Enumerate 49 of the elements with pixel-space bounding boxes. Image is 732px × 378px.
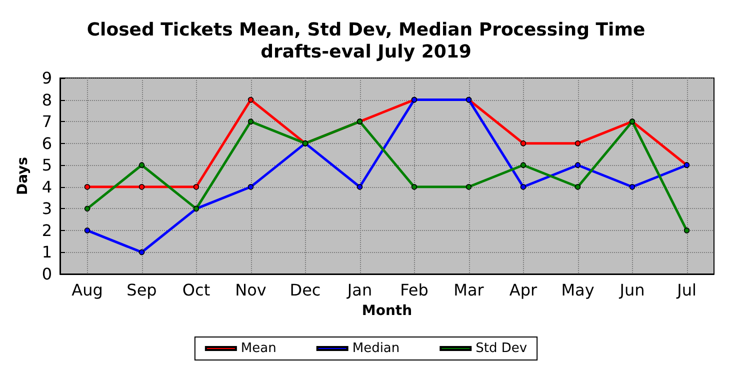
y-tick-label: 8 <box>42 90 52 110</box>
point <box>84 228 90 234</box>
point <box>574 140 581 146</box>
point <box>520 162 526 168</box>
x-tick-label: Nov <box>235 280 266 300</box>
legend-label: Mean <box>240 341 276 356</box>
point <box>138 249 145 256</box>
x-tick-label: Jun <box>618 280 645 300</box>
point <box>629 184 636 190</box>
point <box>466 184 472 190</box>
point <box>138 184 145 190</box>
point <box>248 96 254 103</box>
point <box>520 140 526 146</box>
x-tick-label: Aug <box>72 280 103 300</box>
point <box>84 206 90 212</box>
point <box>684 228 690 234</box>
point <box>411 184 418 190</box>
point <box>520 184 526 190</box>
x-tick-label: Jan <box>346 280 372 300</box>
y-tick-label: 6 <box>42 134 52 153</box>
chart-title: Closed Tickets Mean, Std Dev, Median Processing Time drafts-eval July 2019 <box>86 20 646 62</box>
point <box>138 162 145 168</box>
y-tick-label: 7 <box>42 112 52 132</box>
x-tick-label: Apr <box>509 280 538 300</box>
x-tick-label: Sep <box>126 280 157 300</box>
point <box>248 118 254 124</box>
x-axis-title: Month <box>362 303 412 319</box>
y-axis-title: Days <box>15 156 31 196</box>
y-tick-label: 2 <box>42 220 52 240</box>
point <box>574 162 581 168</box>
legend-label: Median <box>352 341 400 356</box>
x-tick-label: Mar <box>454 280 484 300</box>
x-tick-label: Dec <box>290 280 321 300</box>
x-tick-label: Jul <box>676 280 696 300</box>
point <box>84 184 90 190</box>
y-tick-label: 1 <box>42 242 52 262</box>
y-tick-label: 3 <box>42 199 52 218</box>
point <box>248 184 254 190</box>
legend-label: Std Dev <box>476 341 528 356</box>
y-tick-label: 0 <box>42 264 52 284</box>
x-tick-label: May <box>561 280 594 300</box>
point <box>193 184 200 190</box>
point <box>356 184 363 190</box>
point <box>574 184 581 190</box>
y-tick-label: 5 <box>42 156 52 175</box>
x-tick-label: Feb <box>400 280 428 300</box>
y-tick-label: 9 <box>42 68 52 88</box>
y-tick-label: 4 <box>42 177 52 196</box>
x-tick-label: Oct <box>182 280 210 300</box>
